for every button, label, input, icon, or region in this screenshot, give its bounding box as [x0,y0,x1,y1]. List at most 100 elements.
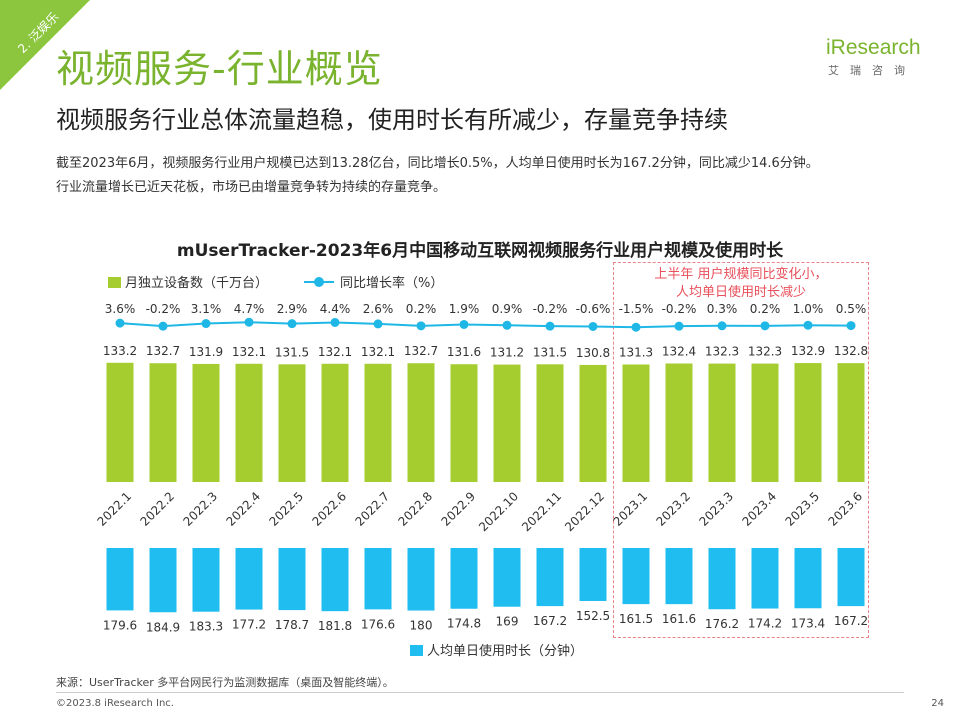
growth-value-label: -1.5% [619,302,654,316]
device-value-label: 132.7 [404,344,438,358]
duration-value-label: 152.5 [576,609,610,623]
growth-value-label: 4.7% [234,302,265,316]
duration-value-label: 184.9 [146,620,180,634]
growth-point [760,321,770,331]
growth-point [201,319,211,329]
growth-value-label: 0.2% [406,302,437,316]
description-line-2: 行业流量增长已近天花板，市场已由增量竞争转为持续的存量竞争。 [56,180,447,195]
growth-point [588,321,598,331]
category-label: 2022.7 [353,489,393,529]
growth-value-label: 3.6% [105,302,136,316]
duration-bar [321,548,349,612]
device-value-label: 132.1 [232,345,266,359]
annotation-box [613,262,869,638]
duration-value-label: 161.6 [662,612,696,626]
device-value-label: 131.9 [189,345,223,359]
device-value-label: 132.1 [361,345,395,359]
device-bar [450,364,478,482]
device-bar [235,363,263,482]
duration-bar [364,548,392,610]
legend-swatch-blue [410,645,423,656]
duration-value-label: 178.7 [275,618,309,632]
growth-point [631,322,641,332]
duration-bar [837,548,865,607]
duration-value-label: 169 [496,615,519,629]
duration-value-label: 177.2 [232,618,266,632]
duration-bar [536,548,564,607]
chart-title: mUserTracker-2023年6月中国移动互联网视频服务行业用户规模及使用… [176,241,784,261]
growth-point [373,319,383,329]
duration-bar [149,548,177,613]
page-number: 24 [931,698,944,709]
duration-bar [235,548,263,610]
device-value-label: 132.9 [791,344,825,358]
device-value-label: 132.3 [705,345,739,359]
device-bar [579,364,607,482]
growth-point [717,321,727,331]
legend-item-growth: 同比增长率（%） [304,272,443,291]
category-label: 2022.4 [224,489,264,529]
legend-label-devices: 月独立设备数（千万台） [125,276,269,291]
duration-bar [278,548,306,611]
duration-value-label: 161.5 [619,612,653,626]
duration-bar [665,548,693,605]
device-value-label: 131.2 [490,346,524,360]
device-bar [278,364,306,482]
growth-point [244,317,254,327]
growth-point [287,319,297,329]
iresearch-logo: iResearch 艾瑞咨询 [826,36,926,78]
category-label: 2022.11 [519,489,564,534]
annotation-text: 上半年 用户规模同比变化小， 人均单日使用时长减少 [613,266,869,302]
growth-point [674,321,684,331]
growth-point [416,321,426,331]
description: 截至2023年6月，视频服务行业用户规模已达到13.28亿台，同比增长0.5%，… [56,152,819,200]
category-label: 2022.9 [439,489,479,529]
description-line-1: 截至2023年6月，视频服务行业用户规模已达到13.28亿台，同比增长0.5%，… [56,156,819,171]
growth-value-label: 0.9% [492,302,523,316]
source-note: 来源：UserTracker 多平台网民行为监测数据库（桌面及智能终端）。 [56,676,394,689]
device-bar [106,362,134,482]
duration-bar [407,548,435,611]
growth-line [119,321,852,329]
device-value-label: 131.6 [447,345,481,359]
growth-point [158,321,168,331]
category-label: 2023.3 [697,489,737,529]
growth-value-label: 0.5% [836,302,867,316]
duration-bar [794,548,822,609]
device-bar [364,363,392,482]
device-bar [407,363,435,482]
category-label: 2023.6 [826,489,866,529]
growth-value-label: -0.2% [533,302,568,316]
duration-value-label: 174.2 [748,617,782,631]
copyright: ©2023.8 iResearch Inc. [56,698,174,709]
growth-value-label: -0.6% [576,302,611,316]
duration-value-label: 167.2 [834,614,868,628]
growth-value-label: 2.6% [363,302,394,316]
device-value-label: 132.8 [834,344,868,358]
duration-value-label: 176.2 [705,617,739,631]
growth-value-label: -0.2% [146,302,181,316]
legend-label-duration: 人均单日使用时长（分钟） [427,644,584,659]
device-value-label: 131.5 [533,345,567,359]
growth-point [459,319,469,329]
device-bar [622,364,650,482]
growth-value-label: 4.4% [320,302,351,316]
growth-value-label: -0.2% [662,302,697,316]
duration-value-label: 167.2 [533,614,567,628]
duration-value-label: 181.8 [318,619,352,633]
duration-value-label: 174.8 [447,617,481,631]
growth-value-label: 1.0% [793,302,824,316]
footer-divider [56,692,904,693]
category-label: 2022.1 [95,489,135,529]
category-label: 2022.8 [396,489,436,529]
category-label: 2022.5 [267,489,307,529]
device-value-label: 130.8 [576,346,610,360]
device-bar [149,363,177,482]
category-label: 2022.12 [562,489,607,534]
annotation-line-1: 上半年 用户规模同比变化小， [654,267,828,282]
device-bar [837,363,865,482]
device-bar [192,363,220,482]
category-label: 2022.6 [310,489,350,529]
duration-bar [450,548,478,609]
